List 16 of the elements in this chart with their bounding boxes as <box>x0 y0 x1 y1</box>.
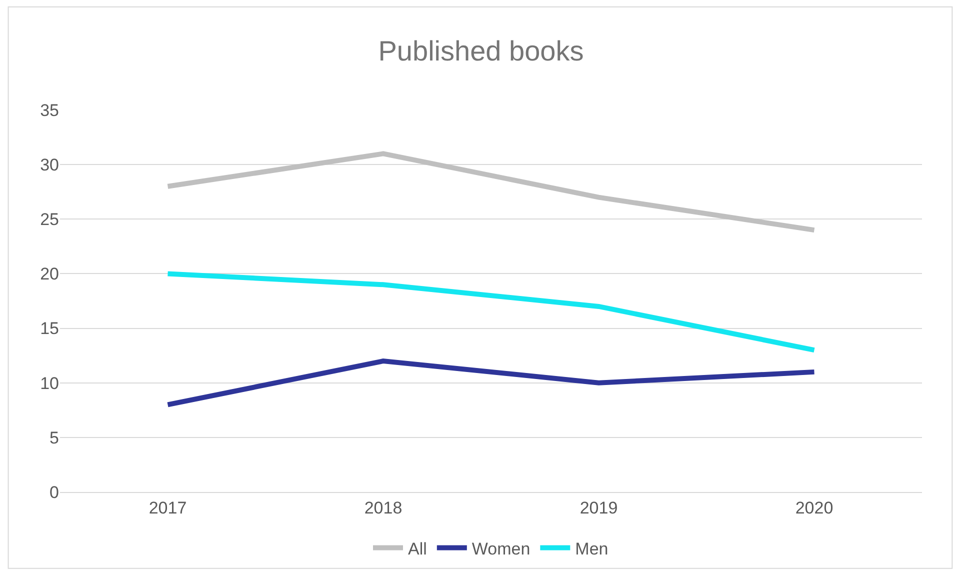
x-tick-label: 2018 <box>364 498 402 518</box>
y-tick-label: 35 <box>40 100 59 120</box>
legend-label: Women <box>472 539 530 558</box>
y-tick-label: 15 <box>40 319 59 338</box>
y-tick-label: 25 <box>40 210 59 230</box>
legend-label: All <box>408 539 427 558</box>
x-tick-label: 2017 <box>148 498 187 518</box>
y-tick-label: 30 <box>40 156 59 175</box>
y-tick-label: 5 <box>50 428 59 448</box>
legend-label: Men <box>575 539 608 558</box>
y-tick-label: 0 <box>50 482 59 502</box>
y-tick-label: 10 <box>40 374 59 393</box>
y-tick-label: 20 <box>40 264 59 284</box>
chart-title: Published books <box>378 35 584 66</box>
x-tick-label: 2019 <box>580 498 618 518</box>
x-tick-label: 2020 <box>795 498 834 518</box>
